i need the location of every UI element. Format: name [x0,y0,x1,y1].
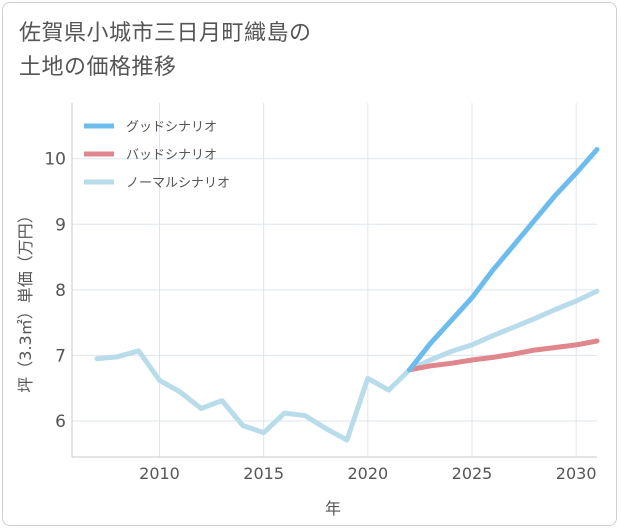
y-tick-label: 10 [44,150,66,170]
x-axis-label: 年 [325,499,341,518]
x-tick-label: 2015 [243,464,284,483]
x-tick-label: 2025 [452,464,493,483]
y-tick-label: 8 [55,281,66,301]
y-tick-label: 6 [55,412,66,432]
x-tick-label: 2020 [347,464,388,483]
chart-card: 佐賀県小城市三日月町織島の 土地の価格推移 [2,2,617,526]
legend-label: バッドシナリオ [126,148,217,163]
legend-label: ノーマルシナリオ [126,176,230,191]
legend-label: グッドシナリオ [126,120,217,135]
y-tick-label: 7 [55,346,66,366]
x-tick-label: 2030 [556,464,597,483]
series-line-2 [94,288,600,443]
y-axis-label: 坪（3.3㎡）単価（万円） [16,207,35,392]
series-line-1 [407,338,600,373]
series-lines [94,147,600,443]
chart-title: 佐賀県小城市三日月町織島の 土地の価格推移 [19,21,312,80]
tick-labels: 2010 2015 2020 2025 2030 6 7 8 9 10 [44,150,596,483]
series-line-0 [407,147,600,373]
y-tick-label: 9 [55,215,66,235]
grid-lines [72,103,597,457]
axes [71,103,597,458]
x-tick-label: 2010 [139,464,180,483]
